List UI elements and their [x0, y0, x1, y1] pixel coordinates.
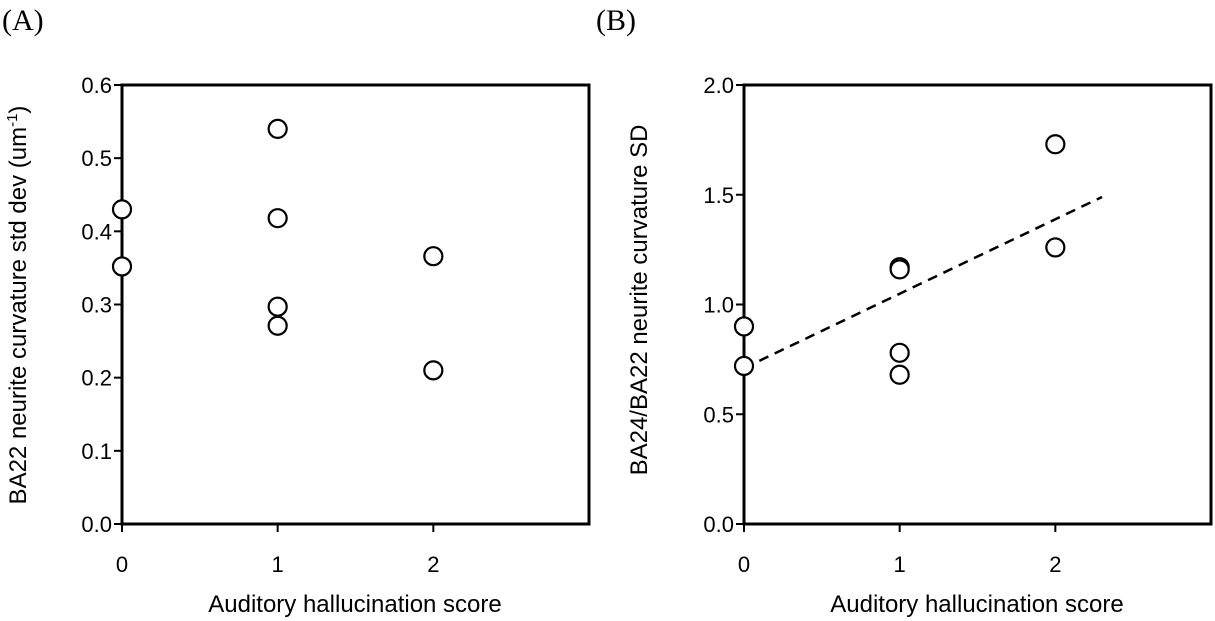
panel-a-y-axis-title-close: ): [5, 106, 32, 114]
panel-a-ticks: 0.0 0.1 0.2 0.3 0.4 0.5 0.6 0 1 2: [81, 73, 439, 577]
panel-b-plot-frame: [742, 83, 1213, 526]
panel-b-trendline: [743, 195, 1103, 370]
panel-b-x-tick-label: 2: [1049, 552, 1061, 577]
panel-b-data-point: [1045, 134, 1066, 155]
panel-a-data-point: [267, 315, 288, 336]
panel-a-label: (A): [2, 4, 44, 37]
panel-b-data-point: [733, 355, 755, 377]
panel-a-x-axis-title: Auditory hallucination score: [208, 591, 502, 618]
panel-a-y-tick-label: 0.1: [81, 439, 112, 464]
panel-b-y-axis-title: BA24/BA22 neurite curvature SD: [626, 125, 653, 476]
panel-a-data-point: [111, 256, 133, 277]
panel-a-y-axis-title: BA22 neurite curvature std dev (um-1): [4, 106, 32, 505]
panel-b-y-tick-label: 1.0: [703, 293, 734, 318]
panel-a-plot-frame: [120, 83, 591, 526]
panel-a-data-point: [111, 199, 133, 220]
panel-b-y-tick-label: 0.5: [703, 402, 734, 427]
panel-a-y-tick-label: 0.2: [81, 366, 112, 391]
panel-a-y-tick-label: 0.3: [81, 293, 112, 318]
panel-b-ticks: 0.0 0.5 1.0 1.5 2.0 0 1 2: [703, 73, 1061, 577]
panel-a-marks: [111, 118, 444, 381]
panel-b-label: (B): [596, 4, 636, 37]
panel-a-x-tick-label: 0: [116, 552, 128, 577]
panel-a-y-tick-label: 0.6: [81, 73, 112, 98]
panel-b-data-point: [1045, 237, 1066, 258]
panel-a-x-tick-label: 2: [427, 552, 439, 577]
panel-b-x-tick-label: 1: [894, 552, 906, 577]
panel-b-data-point: [733, 316, 755, 337]
panel-a-y-axis-title-main: BA22 neurite curvature std dev (um: [5, 127, 32, 505]
panel-a-data-point: [267, 118, 288, 139]
panel-b-x-axis-title: Auditory hallucination score: [830, 591, 1124, 618]
panel-a-data-point: [267, 296, 288, 317]
panel-a-data-point: [423, 246, 444, 267]
panel-a-y-tick-label: 0.4: [81, 219, 112, 244]
panel-b-data-point: [889, 342, 910, 363]
panel-b: (B) 0.0 0.5 1.0 1.5 2.0 0 1 2 Auditory hallucin…: [596, 4, 1213, 618]
panel-b-y-tick-label: 0.0: [703, 512, 734, 537]
panel-b-y-tick-label: 1.5: [703, 183, 734, 208]
panel-a-x-tick-label: 1: [272, 552, 284, 577]
panel-a-data-point: [423, 360, 444, 381]
panel-b-x-tick-label: 0: [738, 552, 750, 577]
panel-a-y-axis-title-superscript: -1: [4, 114, 21, 127]
panel-b-y-tick-label: 2.0: [703, 73, 734, 98]
panel-a: (A) 0.0 0.1 0.2 0.3 0.4 0.5 0.6 0 1 2 Auditory ha…: [2, 4, 591, 618]
panel-b-marks: [733, 134, 1103, 385]
panel-b-data-point: [889, 364, 910, 385]
panel-a-data-point: [267, 208, 288, 229]
panel-a-y-tick-label: 0.5: [81, 146, 112, 171]
panel-b-data-point: [889, 259, 910, 280]
panel-a-y-tick-label: 0.0: [81, 512, 112, 537]
